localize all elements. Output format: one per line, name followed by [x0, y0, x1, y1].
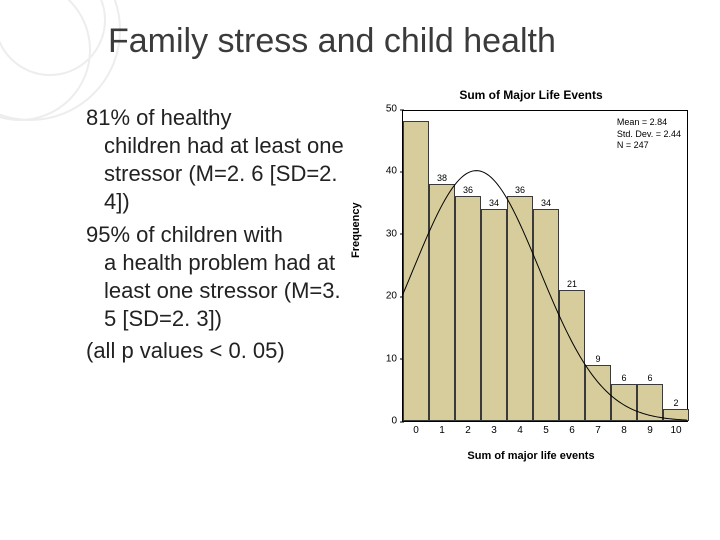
- histogram-bar: [403, 121, 429, 421]
- histogram-chart: Sum of Major Life Events Frequency Mean …: [356, 88, 706, 468]
- para-1: 81% of healthy children had at least one…: [86, 104, 346, 217]
- histogram-bar: 9: [585, 365, 611, 421]
- xtick: 0: [413, 421, 419, 436]
- ytick: 20: [386, 291, 403, 302]
- histogram-bar: 36: [507, 196, 533, 421]
- histogram-bar: 36: [455, 196, 481, 421]
- bar-value-label: 34: [482, 198, 506, 208]
- stat-mean: Mean = 2.84: [617, 117, 681, 129]
- chart-ylabel: Frequency: [350, 202, 362, 258]
- chart-xlabel: Sum of major life events: [356, 450, 706, 462]
- chart-plot-area: Mean = 2.84 Std. Dev. = 2.44 N = 247 010…: [402, 110, 688, 422]
- histogram-bar: 34: [533, 209, 559, 421]
- bar-value-label: 9: [586, 354, 610, 364]
- bar-value-label: 38: [430, 173, 454, 183]
- xtick: 2: [465, 421, 471, 436]
- bar-value-label: 36: [456, 185, 480, 195]
- xtick: 4: [517, 421, 523, 436]
- bar-value-label: 21: [560, 279, 584, 289]
- chart-title: Sum of Major Life Events: [356, 88, 706, 102]
- xtick: 5: [543, 421, 549, 436]
- stat-sd: Std. Dev. = 2.44: [617, 129, 681, 141]
- body-text: 81% of healthy children had at least one…: [86, 104, 346, 369]
- slide-title: Family stress and child health: [108, 22, 688, 61]
- ytick: 40: [386, 166, 403, 177]
- chart-stats: Mean = 2.84 Std. Dev. = 2.44 N = 247: [617, 117, 681, 152]
- histogram-bar: 38: [429, 184, 455, 421]
- ytick: 30: [386, 228, 403, 239]
- ytick: 0: [391, 416, 403, 427]
- histogram-bar: 6: [637, 384, 663, 421]
- xtick: 1: [439, 421, 445, 436]
- xtick: 7: [595, 421, 601, 436]
- stat-n: N = 247: [617, 140, 681, 152]
- bar-value-label: 34: [534, 198, 558, 208]
- para-3: (all p values < 0. 05): [86, 337, 346, 365]
- ytick: 10: [386, 353, 403, 364]
- bar-value-label: 2: [664, 398, 688, 408]
- histogram-bar: 34: [481, 209, 507, 421]
- xtick: 9: [647, 421, 653, 436]
- histogram-bar: 21: [559, 290, 585, 421]
- bar-value-label: 6: [612, 373, 636, 383]
- xtick: 8: [621, 421, 627, 436]
- xtick: 3: [491, 421, 497, 436]
- histogram-bar: 6: [611, 384, 637, 421]
- bar-value-label: 36: [508, 185, 532, 195]
- xtick: 6: [569, 421, 575, 436]
- para-2: 95% of children with a health problem ha…: [86, 221, 346, 334]
- ytick: 50: [386, 104, 403, 115]
- bar-value-label: 6: [638, 373, 662, 383]
- histogram-bar: 2: [663, 409, 689, 421]
- xtick: 10: [670, 421, 681, 436]
